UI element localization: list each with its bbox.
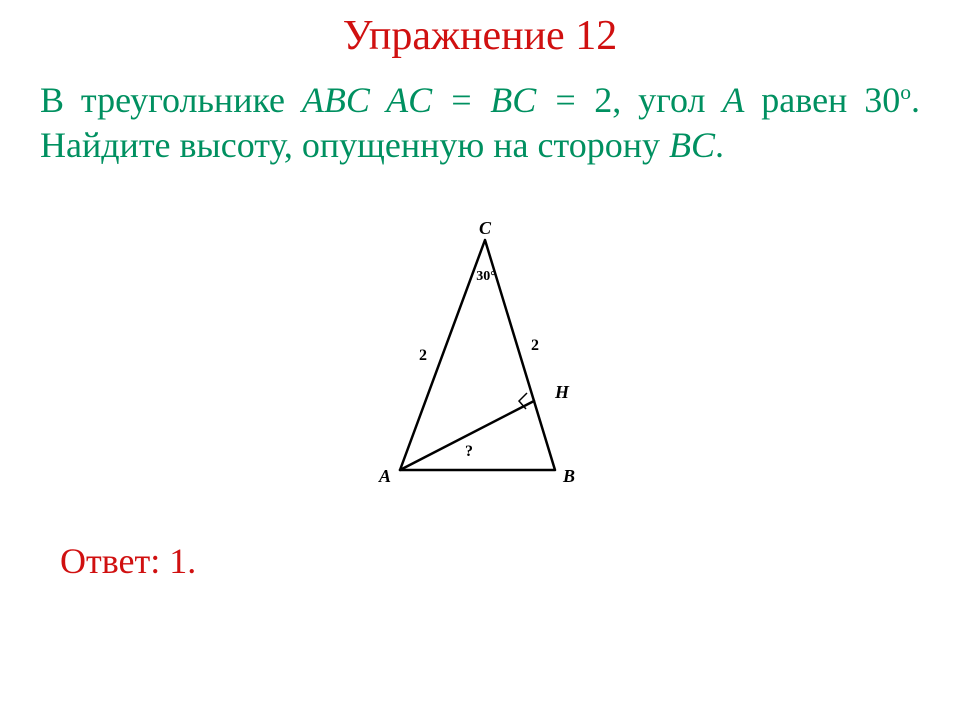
degree-sup: о (900, 80, 911, 104)
label-question: ? (465, 443, 473, 460)
exercise-title: Упражнение 12 (0, 12, 960, 60)
label-C: C (479, 220, 492, 238)
label-angle-C: 30° (476, 269, 496, 284)
text: В треугольнике (40, 80, 302, 120)
sides-val: 2 (594, 80, 612, 120)
answer-label: Ответ: (60, 541, 169, 581)
label-A: A (378, 466, 391, 486)
problem-statement: В треугольнике ABC AC = BC = 2, угол A р… (40, 78, 920, 168)
side-bc: BC (669, 125, 715, 165)
label-B: B (562, 466, 575, 486)
triangle-name: ABC (302, 80, 370, 120)
label-side-left: 2 (419, 347, 427, 364)
answer-value: 1. (169, 541, 196, 581)
angle-name: A (722, 80, 744, 120)
sides-eq: AC = BC = (370, 80, 594, 120)
triangle-diagram: C A B H 2 2 30° ? (355, 220, 605, 500)
label-H: H (554, 382, 570, 402)
dot: . (715, 125, 724, 165)
answer-line: Ответ: 1. (60, 540, 196, 582)
equals: равен 30 (744, 80, 900, 120)
angle-word: , угол (612, 80, 722, 120)
label-side-right: 2 (531, 337, 539, 354)
